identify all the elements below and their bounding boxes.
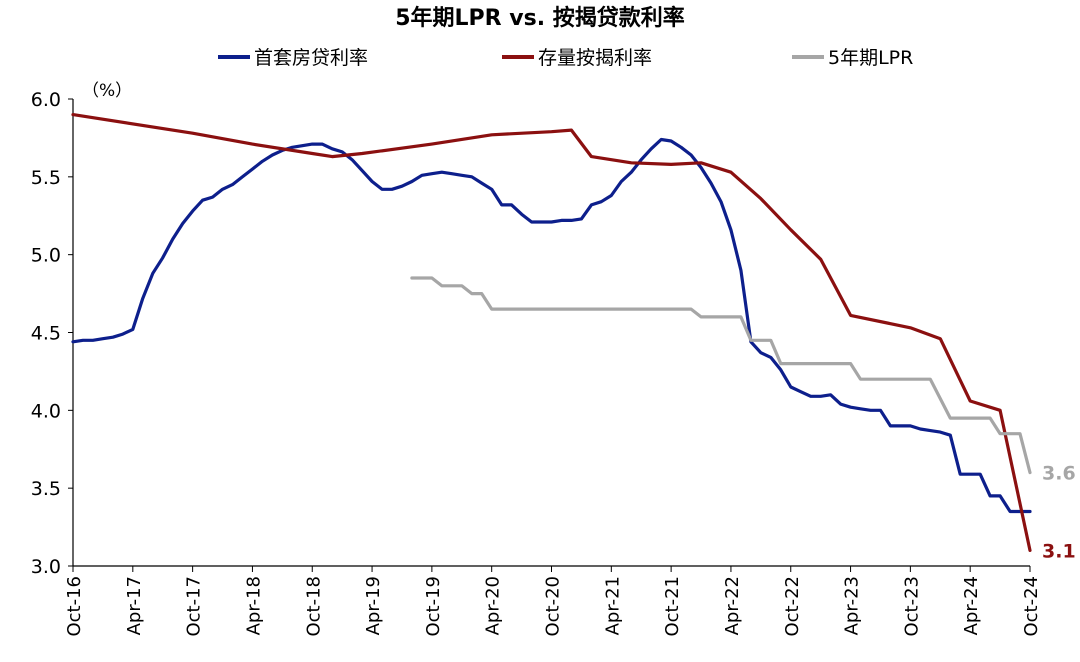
x-tick-label: Apr-21 [602,576,623,635]
x-tick-label: Apr-18 [243,576,264,635]
x-tick-label: Oct-19 [423,576,444,637]
x-tick-label: Apr-20 [483,576,504,635]
end-labels: 3.1 3.6 [1042,463,1076,563]
y-tick-label: 6.0 [31,89,61,111]
x-tick-label: Oct-23 [901,576,922,637]
x-tick-label: Apr-22 [722,576,743,635]
line-lpr-5y [410,276,1032,475]
y-tick-label: 4.0 [31,400,61,422]
x-tick-label: Apr-24 [961,576,982,635]
y-tick-label: 5.5 [31,167,61,189]
x-tick-label: Oct-18 [303,576,324,637]
y-tick-label: 5.0 [31,245,61,267]
y-tick-label: 3.5 [31,478,61,500]
chart-title: 5年期LPR vs. 按揭贷款利率 [395,5,685,31]
line-first-home-rate [71,137,1032,514]
line-existing-mortgage-rate [71,113,1032,552]
axes [72,99,1030,567]
chart-legend: 首套房贷利率 存量按揭利率 5年期LPR [218,47,913,69]
unit-label: （%） [82,81,132,101]
x-tick-label: Oct-22 [782,576,803,637]
legend-label-lpr: 5年期LPR [828,47,913,69]
x-tick-label: Oct-16 [64,576,85,637]
x-tick-label: Oct-24 [1021,576,1042,637]
x-tick-label: Apr-17 [124,576,145,635]
y-axis-ticks: 3.0 3.5 4.0 4.5 5.0 5.5 6.0 [31,89,73,578]
x-tick-label: Apr-19 [363,576,384,635]
x-tick-label: Apr-23 [842,576,863,635]
x-tick-label: Oct-20 [543,576,564,637]
y-tick-label: 4.5 [31,323,61,345]
end-label-existing-mortgage: 3.1 [1042,540,1076,562]
legend-label-first-home: 首套房贷利率 [254,47,368,69]
series-lines [71,113,1032,552]
x-tick-label: Oct-17 [184,576,205,637]
end-label-lpr: 3.6 [1042,463,1076,485]
legend-label-existing-mortgage: 存量按揭利率 [538,47,652,69]
x-tick-label: Oct-21 [662,576,683,637]
y-tick-label: 3.0 [31,556,61,578]
x-axis-ticks: Oct-16 Apr-17 Oct-17 Apr-18 Oct-18 Apr-19 Oct-… [64,566,1042,637]
